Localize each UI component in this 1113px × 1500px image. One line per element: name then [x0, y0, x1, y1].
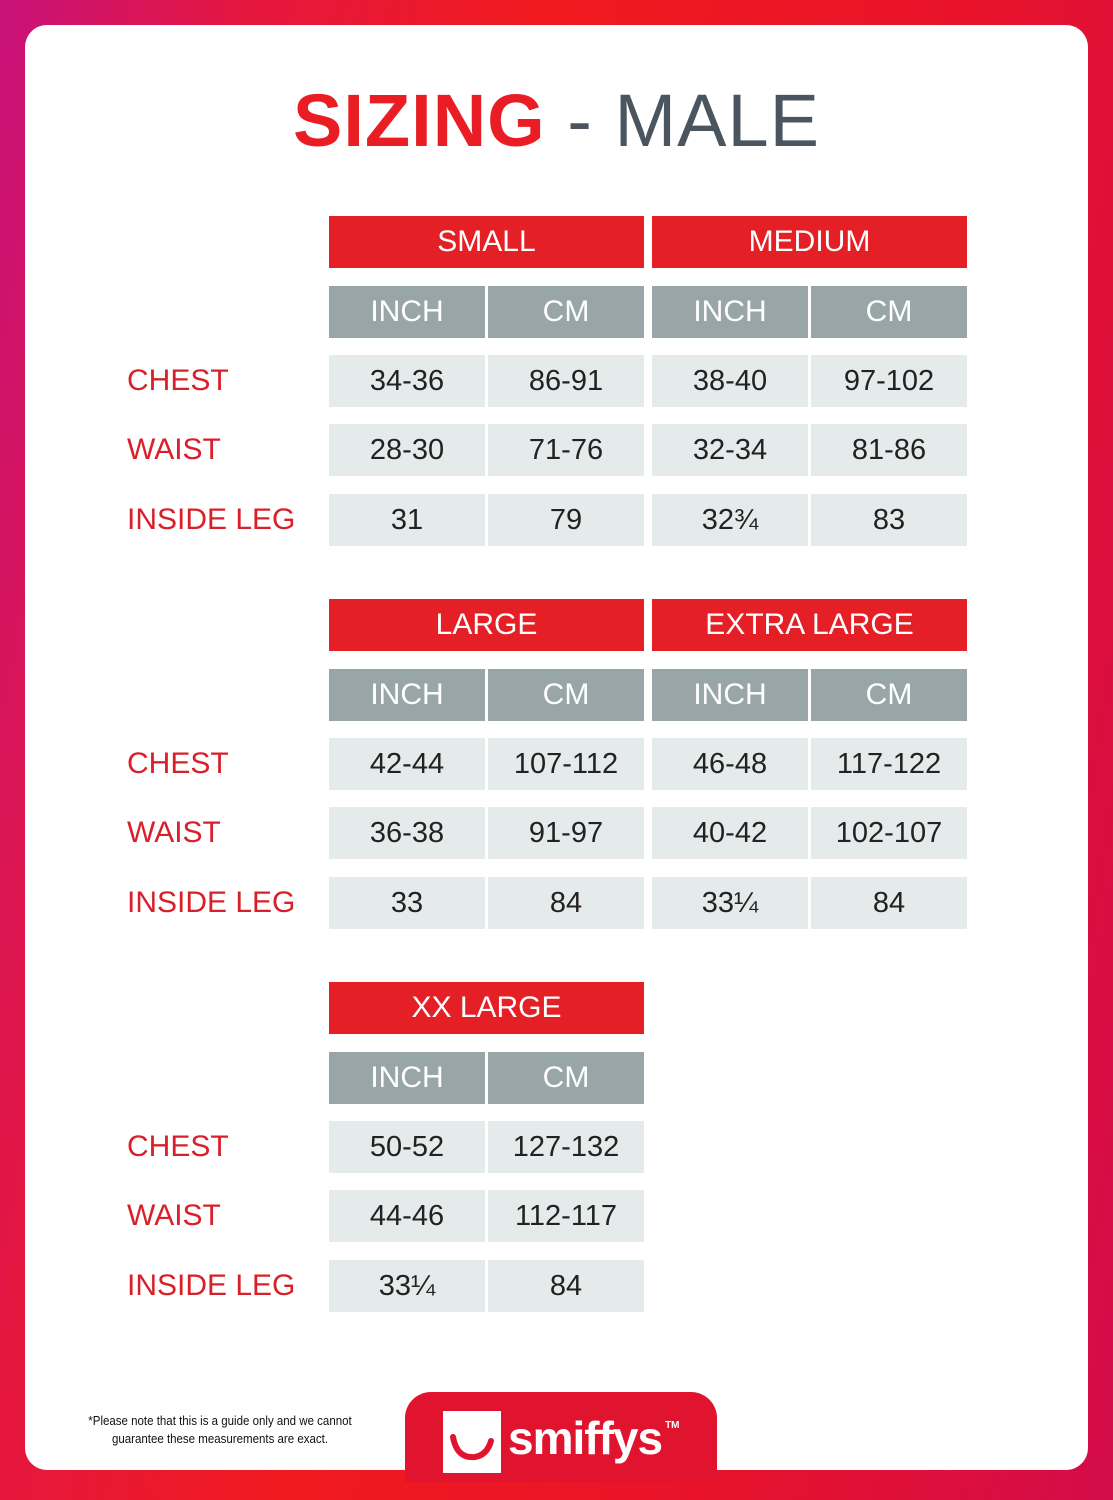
- unit-header: INCH: [652, 286, 808, 338]
- title-rest: - MALE: [545, 79, 820, 162]
- title-bold: SIZING: [293, 79, 546, 162]
- measurement-cell: 40-42: [652, 807, 808, 859]
- unit-header: CM: [488, 1052, 644, 1104]
- page-title: SIZING - MALE: [0, 78, 1113, 163]
- row-label: CHEST: [127, 364, 229, 397]
- measurement-cell: 36-38: [329, 807, 485, 859]
- measurement-cell: 33¼: [329, 1260, 485, 1312]
- measurement-cell: 32¾: [652, 494, 808, 546]
- size-header: XX LARGE: [329, 982, 644, 1034]
- size-header: SMALL: [329, 216, 644, 268]
- measurement-cell: 127-132: [488, 1121, 644, 1173]
- measurement-cell: 28-30: [329, 424, 485, 476]
- measurement-cell: 84: [488, 877, 644, 929]
- row-label: INSIDE LEG: [127, 503, 296, 536]
- measurement-cell: 112-117: [488, 1190, 644, 1242]
- measurement-cell: 102-107: [811, 807, 967, 859]
- disclaimer-note: *Please note that this is a guide only a…: [68, 1412, 372, 1448]
- measurement-cell: 33¼: [652, 877, 808, 929]
- size-header: MEDIUM: [652, 216, 967, 268]
- measurement-cell: 46-48: [652, 738, 808, 790]
- measurement-cell: 91-97: [488, 807, 644, 859]
- measurement-cell: 44-46: [329, 1190, 485, 1242]
- row-label: WAIST: [127, 433, 221, 466]
- measurement-cell: 33: [329, 877, 485, 929]
- measurement-cell: 31: [329, 494, 485, 546]
- row-label: INSIDE LEG: [127, 886, 296, 919]
- measurement-cell: 97-102: [811, 355, 967, 407]
- measurement-cell: 86-91: [488, 355, 644, 407]
- disclaimer-line-1: *Please note that this is a guide only a…: [88, 1414, 352, 1428]
- measurement-cell: 84: [811, 877, 967, 929]
- row-label: CHEST: [127, 1130, 229, 1163]
- unit-header: INCH: [329, 286, 485, 338]
- measurement-cell: 50-52: [329, 1121, 485, 1173]
- row-label: INSIDE LEG: [127, 1269, 296, 1302]
- unit-header: CM: [811, 286, 967, 338]
- measurement-cell: 32-34: [652, 424, 808, 476]
- size-header: LARGE: [329, 599, 644, 651]
- row-label: CHEST: [127, 747, 229, 780]
- measurement-cell: 34-36: [329, 355, 485, 407]
- measurement-cell: 84: [488, 1260, 644, 1312]
- measurement-cell: 81-86: [811, 424, 967, 476]
- measurement-cell: 38-40: [652, 355, 808, 407]
- measurement-cell: 83: [811, 494, 967, 546]
- smile-logo-icon: [443, 1411, 501, 1473]
- measurement-cell: 42-44: [329, 738, 485, 790]
- brand-logo-group: smiffys TM: [508, 1408, 680, 1468]
- row-label: WAIST: [127, 1199, 221, 1232]
- unit-header: INCH: [329, 1052, 485, 1104]
- measurement-cell: 107-112: [488, 738, 644, 790]
- unit-header: CM: [811, 669, 967, 721]
- measurement-cell: 79: [488, 494, 644, 546]
- unit-header: INCH: [329, 669, 485, 721]
- unit-header: INCH: [652, 669, 808, 721]
- row-label: WAIST: [127, 816, 221, 849]
- trademark: TM: [665, 1420, 680, 1431]
- disclaimer-line-2: guarantee these measurements are exact.: [111, 1432, 329, 1446]
- size-header: EXTRA LARGE: [652, 599, 967, 651]
- unit-header: CM: [488, 286, 644, 338]
- brand-logo: smiffys: [508, 1412, 663, 1464]
- measurement-cell: 71-76: [488, 424, 644, 476]
- measurement-cell: 117-122: [811, 738, 967, 790]
- unit-header: CM: [488, 669, 644, 721]
